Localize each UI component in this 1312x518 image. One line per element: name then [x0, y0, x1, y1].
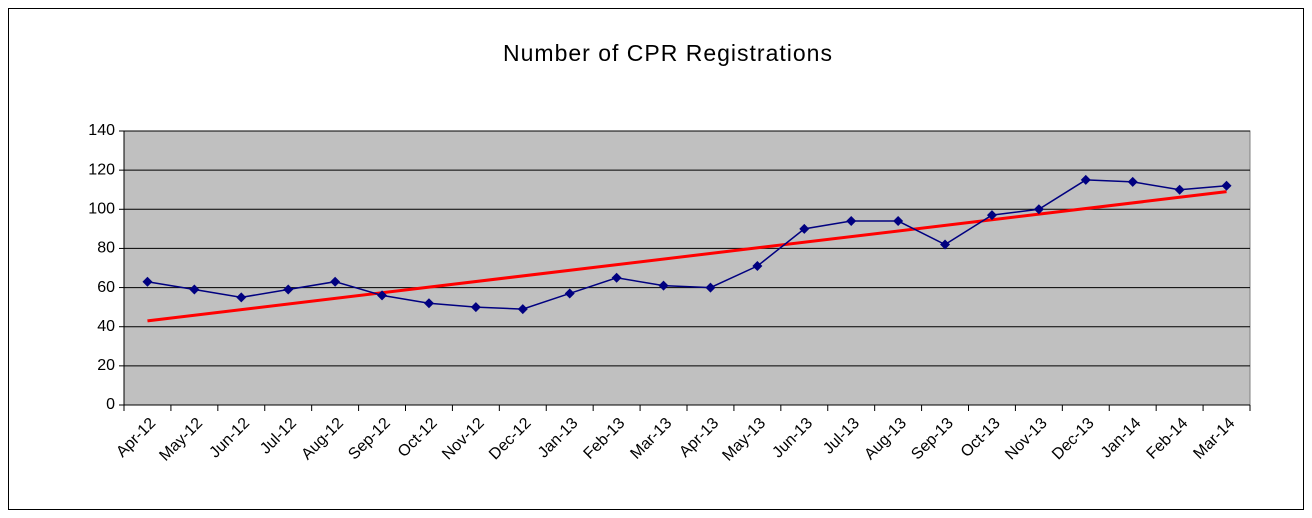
data-point	[1127, 176, 1138, 187]
data-point	[1080, 174, 1091, 185]
y-tick-label: 0	[106, 396, 115, 413]
y-tick-label: 60	[97, 279, 115, 296]
data-point	[893, 216, 904, 227]
trendline	[147, 190, 1227, 323]
data-point	[517, 304, 528, 315]
y-tick-label: 140	[88, 122, 115, 139]
data-point	[377, 290, 388, 301]
data-point	[799, 223, 810, 234]
y-tick-label: 100	[88, 201, 115, 218]
y-tick-label: 120	[88, 161, 115, 178]
data-point	[1174, 184, 1185, 195]
data-point	[658, 280, 669, 291]
data-point	[564, 288, 575, 299]
y-tick-label: 80	[97, 240, 115, 257]
data-point	[986, 210, 997, 221]
plot-area	[123, 130, 1251, 406]
data-point	[752, 261, 763, 272]
data-point	[142, 276, 153, 287]
y-tick-label: 40	[97, 318, 115, 335]
data-point	[330, 276, 341, 287]
chart-title: Number of CPR Registrations	[503, 40, 833, 66]
data-point	[1221, 180, 1232, 191]
data-point	[470, 302, 481, 313]
data-point	[423, 298, 434, 309]
data-point	[189, 284, 200, 295]
y-tick-label: 20	[97, 357, 115, 374]
data-point	[846, 216, 857, 227]
data-point	[940, 239, 951, 250]
data-line	[147, 179, 1227, 310]
data-point	[283, 284, 294, 295]
data-point	[705, 282, 716, 293]
data-point	[611, 272, 622, 283]
data-point	[1033, 204, 1044, 215]
data-point	[236, 292, 247, 303]
